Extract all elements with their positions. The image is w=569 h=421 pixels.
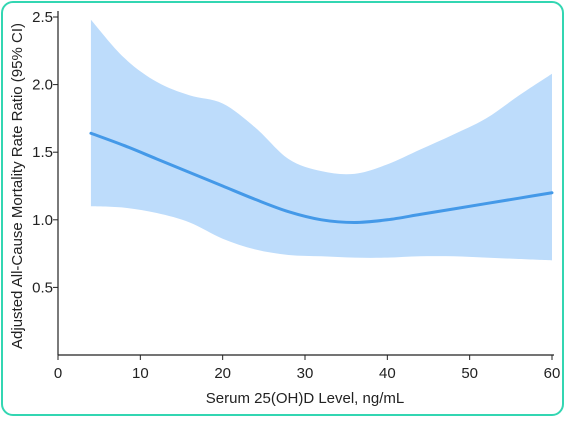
- y-tick-label: 2.0: [32, 77, 53, 94]
- x-tick-label: 0: [54, 365, 62, 382]
- y-tick-label: 1.0: [32, 212, 53, 229]
- x-tick-label: 50: [461, 365, 478, 382]
- y-tick-label: 0.5: [32, 279, 53, 296]
- confidence-band-layer: [90, 19, 553, 261]
- x-tick-label: 10: [132, 365, 149, 382]
- axes-layer: 0 10 20 30 40 50 60 0.5 1.0 1.5 2.0 2.5: [32, 9, 560, 382]
- ci-band-0: [90, 19, 553, 261]
- x-tick-label: 30: [297, 365, 314, 382]
- rate-ratio-line-0: [89, 131, 554, 225]
- x-axis-title: Serum 25(OH)D Level, ng/mL: [206, 390, 404, 407]
- x-tick-label: 20: [214, 365, 231, 382]
- y-tick-label: 1.5: [32, 144, 53, 161]
- x-tick-label: 40: [379, 365, 396, 382]
- y-axis-title: Adjusted All-Cause Mortality Rate Ratio …: [9, 23, 26, 349]
- rate-ratio-line-layer: [89, 131, 554, 225]
- y-tick-label: 2.5: [32, 9, 53, 26]
- x-tick-label: 60: [544, 365, 561, 382]
